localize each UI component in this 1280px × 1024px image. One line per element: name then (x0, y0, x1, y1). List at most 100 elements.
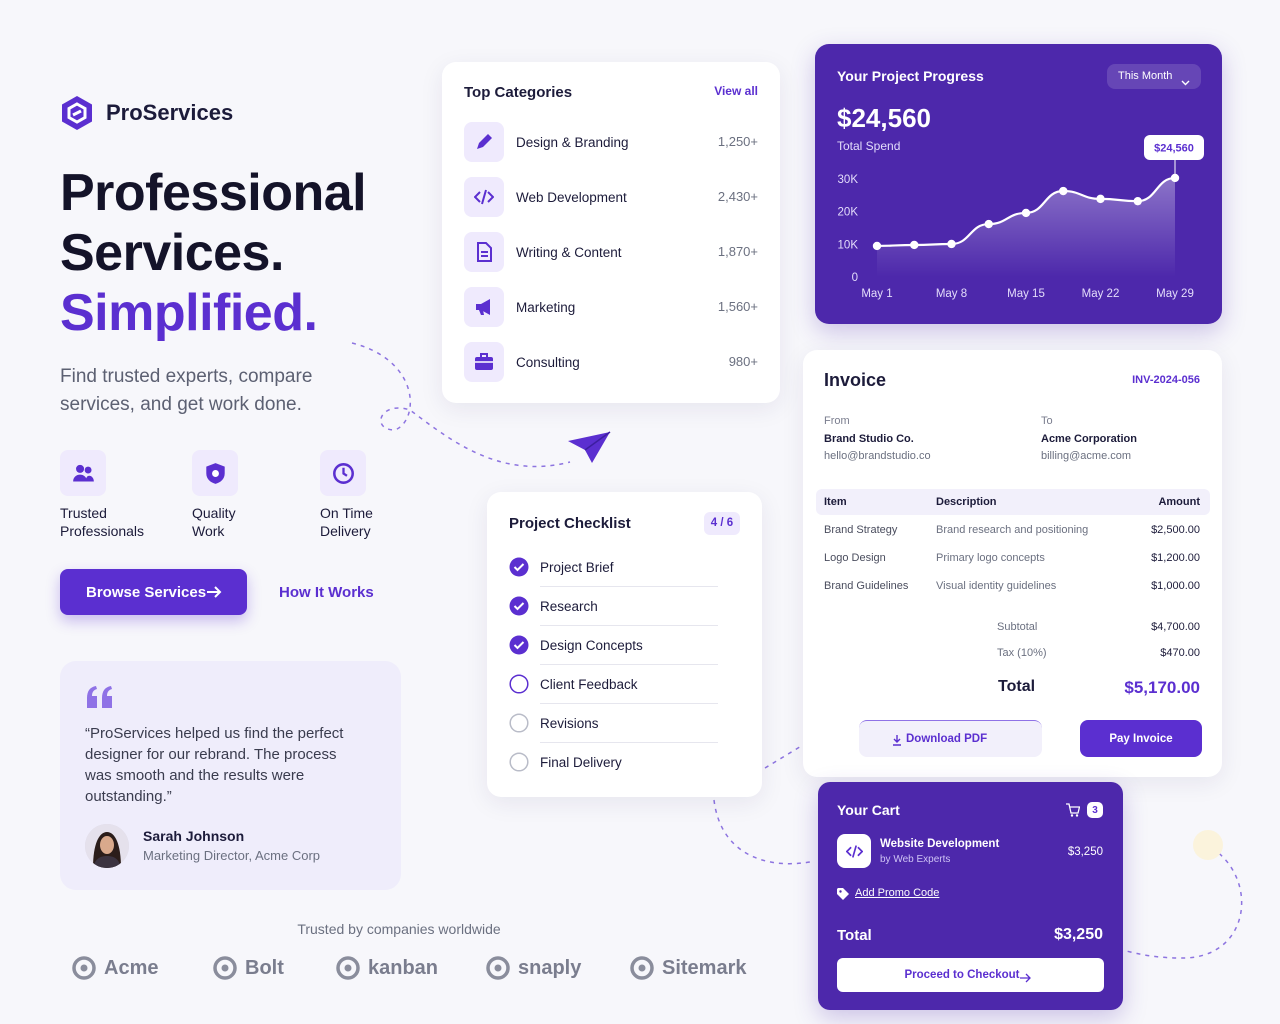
download-pdf-button[interactable] (859, 720, 1042, 757)
category-count: 1,560+ (717, 299, 758, 314)
promo-icon (837, 887, 849, 900)
checklist-separator (540, 664, 718, 665)
invoice-table-header (816, 489, 1210, 515)
testimonial-role: Marketing Director, Acme Corp (143, 848, 321, 863)
feature-label: Trusted Professionals (60, 505, 145, 539)
pay-invoice-label[interactable]: Pay Invoice (1109, 733, 1173, 745)
company-logo-icon (630, 956, 654, 980)
checklist-check[interactable] (509, 557, 529, 577)
cart-item-price: $3,250 (1067, 846, 1103, 858)
invoice-column: Description (936, 496, 997, 508)
dropdown-chevron (1181, 73, 1190, 86)
checklist-item: Research (540, 598, 598, 614)
company-logo-icon (72, 956, 96, 980)
checklist-check[interactable] (509, 635, 529, 655)
invoice-amount: $1,200.00 (1151, 552, 1200, 564)
company-logo-glyph (486, 956, 510, 980)
category-icon-glyph (474, 189, 494, 205)
checklist-separator (540, 625, 718, 626)
cart-glyph (1066, 803, 1081, 817)
check-open (509, 674, 529, 694)
feature-icon-glyph (205, 462, 225, 484)
checklist-check[interactable] (509, 752, 529, 772)
checklist-item: Client Feedback (540, 676, 638, 692)
logo-mark (60, 95, 94, 131)
category-icon (464, 177, 504, 217)
category-icon-glyph (477, 242, 492, 262)
category-count: 980+ (728, 354, 758, 369)
check-done (509, 596, 529, 616)
categories-title: Top Categories (464, 83, 573, 101)
logo-hexagon (62, 96, 92, 130)
checklist-progress: 4 / 6 (710, 517, 734, 529)
invoice-column: Amount (1158, 496, 1200, 508)
checklist-separator (540, 703, 718, 704)
download-glyph (893, 735, 901, 746)
category-icon-glyph (476, 299, 490, 315)
company-logo-glyph (213, 956, 237, 980)
invoice-item: Brand Guidelines (824, 580, 909, 592)
download-pdf-label[interactable]: Download PDF (906, 733, 988, 745)
cart-total-value: $3,250 (1054, 926, 1103, 943)
invoice-number: INV-2024-056 (1132, 374, 1200, 386)
total-value: $5,170.00 (1124, 677, 1200, 697)
checkout-button[interactable] (837, 958, 1104, 992)
feature-icon (60, 450, 106, 496)
category-icon (464, 287, 504, 327)
checklist-check[interactable] (509, 713, 529, 733)
company-logo-name: kanban (368, 956, 439, 979)
checklist-item: Design Concepts (540, 637, 643, 653)
browse-services-label[interactable]: Browse Services (86, 583, 207, 601)
company-logo-name: snaply (518, 956, 582, 979)
check-done (509, 557, 529, 577)
checklist-check[interactable] (509, 674, 529, 694)
category-icon-glyph (475, 353, 493, 370)
invoice-title: Invoice (824, 369, 887, 390)
categories-view-all[interactable]: View all (714, 83, 758, 98)
hero-title-line: Professional (60, 163, 367, 222)
invoice-item: Logo Design (824, 552, 886, 564)
checklist-separator (540, 586, 718, 587)
invoice-description: Brand research and positioning (936, 524, 1089, 536)
invoice-description: Primary logo concepts (936, 552, 1045, 564)
company-logo-name: Sitemark (662, 956, 747, 979)
invoice-party-label: From (824, 415, 850, 427)
invoice-item: Brand Strategy (824, 524, 898, 536)
how-it-works-link[interactable]: How It Works (279, 583, 374, 601)
category-name[interactable]: Web Development (516, 189, 627, 205)
period-label[interactable]: This Month (1118, 70, 1173, 82)
invoice-amount: $1,000.00 (1151, 580, 1200, 592)
checklist-separator (540, 742, 718, 743)
checkout-label[interactable]: Proceed to Checkout (904, 969, 1020, 981)
category-icon (464, 342, 504, 382)
cart-item-icon (837, 834, 871, 868)
promo-code-link[interactable]: Add Promo Code (855, 887, 940, 899)
category-name[interactable]: Design & Branding (516, 134, 629, 150)
check-open (509, 713, 529, 733)
feature-icon-glyph (72, 464, 94, 482)
category-count: 2,430+ (717, 189, 758, 204)
invoice-column: Item (824, 496, 847, 508)
pay-invoice-button[interactable] (1080, 720, 1202, 757)
cart-item-icon-glyph (845, 844, 863, 858)
arrow-glyph (207, 586, 222, 598)
company-logo-glyph (336, 956, 360, 980)
brand-name: ProServices (106, 100, 234, 125)
company-logo-glyph (72, 956, 96, 980)
invoice-amount: $2,500.00 (1151, 524, 1200, 536)
checklist-check[interactable] (509, 596, 529, 616)
quote-glyph (87, 686, 112, 708)
category-count: 1,870+ (717, 244, 758, 259)
company-logo-icon (336, 956, 360, 980)
tag-glyph (837, 888, 849, 900)
cart-item-name: Website Development (880, 838, 1000, 850)
checklist-item: Final Delivery (540, 754, 622, 770)
avatar-image (85, 824, 129, 868)
feature-icon (320, 450, 366, 496)
category-name[interactable]: Consulting (516, 354, 580, 370)
category-name[interactable]: Writing & Content (516, 244, 622, 260)
category-name[interactable]: Marketing (516, 299, 576, 315)
cart-icon (1066, 803, 1081, 817)
quote-mark (85, 686, 115, 708)
